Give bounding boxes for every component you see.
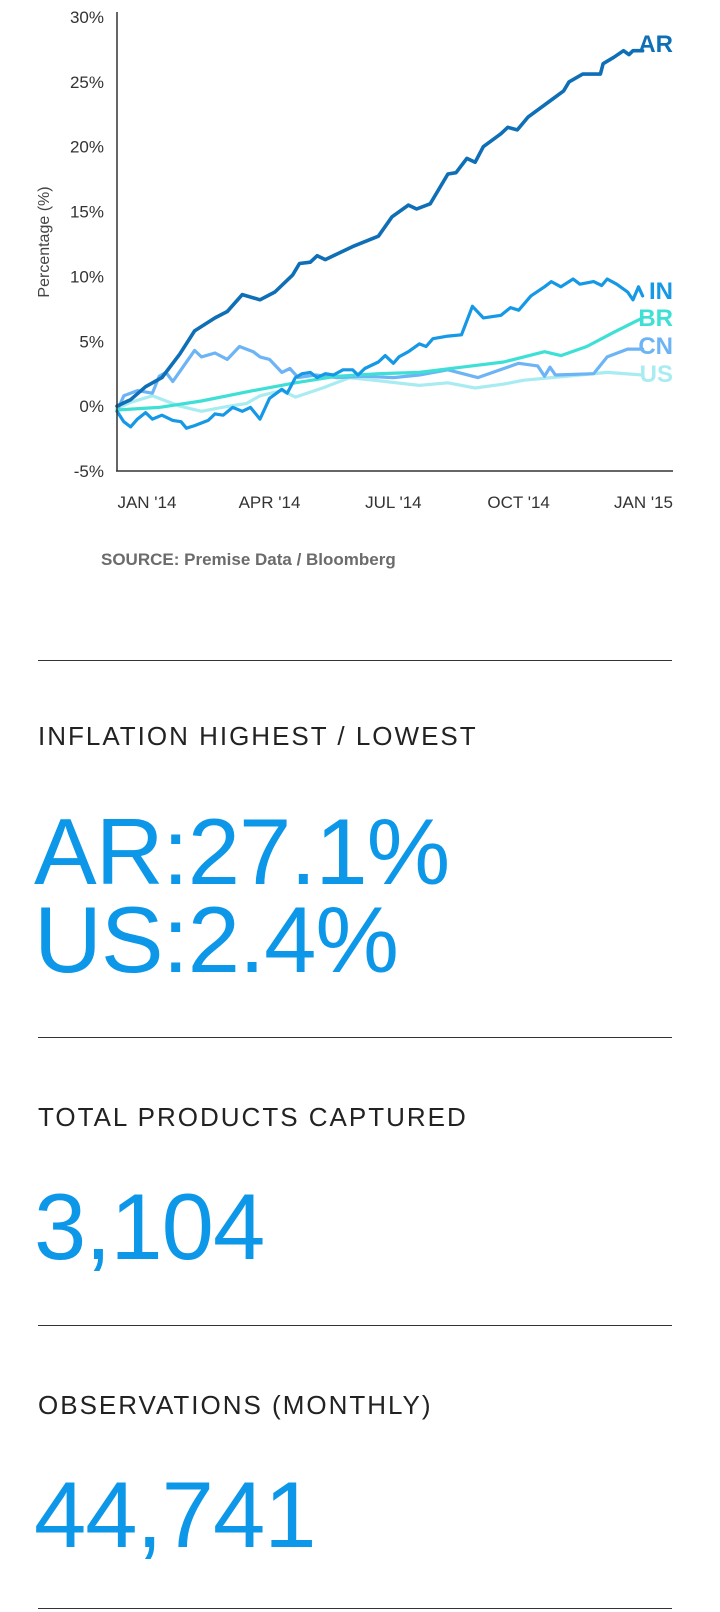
inflation-highest-value: AR:27.1% [34, 799, 450, 904]
x-tick-label: OCT '14 [487, 493, 549, 512]
series-label-in: IN [649, 278, 673, 305]
inflation-label: INFLATION HIGHEST / LOWEST [38, 721, 478, 751]
x-tick-label: APR '14 [239, 493, 301, 512]
y-tick-label: 5% [79, 332, 104, 351]
source-caption: SOURCE: Premise Data / Bloomberg [101, 550, 396, 569]
y-tick-label: 20% [70, 138, 104, 157]
y-tick-label: 10% [70, 267, 104, 286]
y-tick-label: 30% [70, 8, 104, 27]
series-lines [115, 48, 645, 430]
observations-value: 44,741 [34, 1462, 317, 1567]
x-axis-ticks: JAN '14 APR '14 JUL '14 OCT '14 JAN '15 [117, 493, 673, 512]
series-label-br: BR [638, 305, 673, 332]
y-axis-title: Percentage (%) [36, 186, 53, 297]
series-label-cn: CN [638, 333, 673, 360]
series-line-ar [115, 48, 645, 408]
y-axis-ticks: 30% 25% 20% 15% 10% 5% 0% -5% [70, 8, 104, 481]
divider [38, 1037, 672, 1038]
x-tick-label: JUL '14 [365, 493, 421, 512]
products-value: 3,104 [34, 1174, 265, 1279]
x-tick-label: JAN '14 [117, 493, 176, 512]
series-label-ar: AR [638, 31, 673, 58]
series-line-br [115, 316, 645, 412]
divider [38, 660, 672, 661]
products-label: TOTAL PRODUCTS CAPTURED [38, 1102, 468, 1132]
y-tick-label: 25% [70, 73, 104, 92]
y-tick-label: 15% [70, 203, 104, 222]
series-line-cn [115, 344, 645, 413]
series-line-us [115, 370, 645, 413]
observations-label: OBSERVATIONS (MONTHLY) [38, 1390, 433, 1420]
y-tick-label: 0% [79, 397, 104, 416]
series-label-us: US [640, 361, 673, 388]
inflation-lowest-value: US:2.4% [34, 887, 399, 992]
inflation-line-chart: 30% 25% 20% 15% 10% 5% 0% -5% JAN '14 APR '14 JUL… [36, 8, 673, 512]
series-line-in [115, 277, 645, 430]
y-tick-label: -5% [74, 462, 104, 481]
divider [38, 1608, 672, 1609]
divider [38, 1325, 672, 1326]
x-tick-label: JAN '15 [614, 493, 673, 512]
